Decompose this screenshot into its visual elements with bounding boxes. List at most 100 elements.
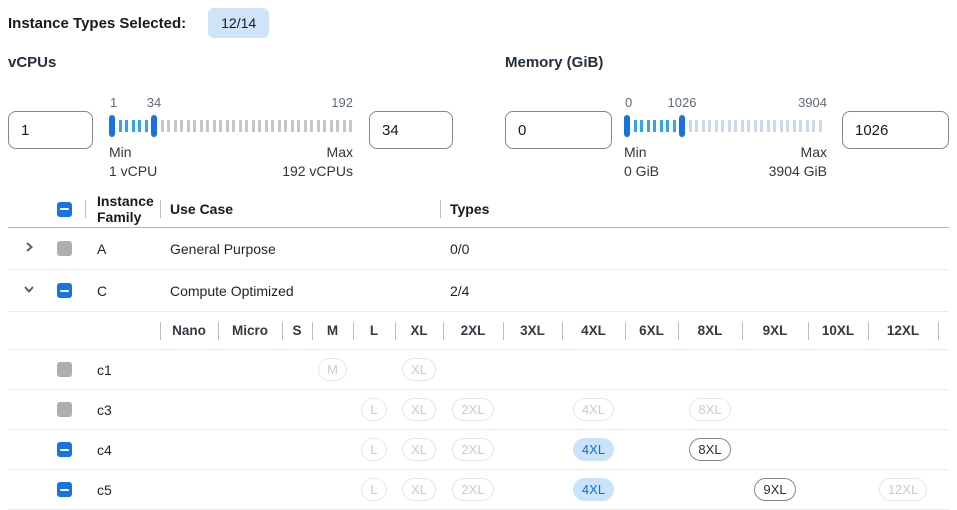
size-column-header: 9XL (742, 312, 808, 349)
row-checkbox-indeterminate[interactable] (57, 482, 72, 497)
memory-slider[interactable]: 0 1026 3904 Min 0 GiB Max 3904 GiB (624, 95, 827, 181)
vcpus-slider-track[interactable] (109, 113, 353, 139)
slider-tick (760, 120, 763, 132)
size-pill-disabled: XL (402, 438, 436, 461)
select-all-checkbox[interactable] (57, 201, 72, 217)
scale-current-label: 1026 (667, 95, 697, 110)
chevron-right-icon[interactable] (22, 240, 36, 257)
memory-min-input[interactable] (505, 111, 612, 149)
slider-tick (271, 120, 274, 132)
size-cell (312, 470, 353, 509)
slider-tick (167, 120, 170, 132)
slider-tick (633, 120, 637, 132)
instance-name-cell: c1 (97, 361, 112, 378)
size-cell (625, 390, 678, 429)
row-checkbox-gray (57, 402, 72, 417)
expand-cell (8, 390, 52, 429)
slider-tick (666, 120, 669, 132)
page-title: Instance Types Selected: (8, 14, 187, 32)
size-cell (282, 470, 312, 509)
slider-tick (779, 120, 783, 132)
instance-row: c5 L XL 2XL 4XL 9XL 12XL (8, 470, 949, 510)
size-cell (160, 430, 218, 469)
size-cell: 4XL (562, 390, 625, 429)
size-cell (218, 430, 282, 469)
row-checkbox-gray (57, 362, 72, 377)
size-column-header: 2XL (443, 312, 503, 349)
filters-section: vCPUs 1 34 192 Min 1 vCPU (8, 54, 949, 181)
size-pill-disabled: L (361, 478, 387, 501)
size-column-header: M (312, 312, 353, 349)
slider-tick (672, 120, 676, 132)
expand-cell (8, 470, 52, 509)
slider-handle-max[interactable] (151, 115, 157, 137)
slider-tick (336, 120, 339, 132)
instance-name-cell: c5 (97, 481, 112, 498)
size-cell (282, 350, 312, 389)
size-cell (443, 350, 503, 389)
size-cell (868, 430, 938, 469)
checkbox-cell (52, 270, 85, 311)
usecase-column-header: Use Case (160, 191, 440, 227)
slider-tick (303, 120, 307, 132)
slider-tick (238, 120, 242, 132)
size-cell (218, 350, 282, 389)
slider-tick (721, 120, 724, 132)
memory-max-input[interactable] (842, 111, 949, 149)
size-cell (282, 390, 312, 429)
scale-end-label: 192 (331, 95, 353, 110)
size-pill-disabled: 4XL (572, 398, 615, 421)
vcpus-slider[interactable]: 1 34 192 Min 1 vCPU Max 192 vCPUs (109, 95, 353, 181)
family-name-cell: C (97, 282, 108, 299)
size-pill-disabled: XL (402, 358, 436, 381)
size-pill-disabled: XL (402, 478, 436, 501)
size-column-header: 10XL (808, 312, 868, 349)
size-cell: 8XL (678, 390, 742, 429)
size-pill-disabled: L (361, 398, 387, 421)
size-cell: XL (395, 430, 443, 469)
vcpus-label: vCPUs (8, 54, 57, 71)
vcpus-max-input[interactable] (369, 111, 453, 149)
slider-tick (734, 120, 737, 132)
checkbox-cell (52, 312, 85, 349)
slider-tick (766, 120, 770, 132)
size-pill-disabled: L (361, 438, 387, 461)
max-label: Max (800, 144, 827, 160)
memory-slider-track[interactable] (624, 113, 827, 139)
expand-column-header (8, 191, 52, 227)
row-checkbox-indeterminate[interactable] (57, 442, 72, 457)
chevron-down-icon[interactable] (22, 282, 36, 299)
size-cell (742, 390, 808, 429)
slider-handle-max[interactable] (679, 115, 685, 137)
size-column-header: 12XL (868, 312, 938, 349)
size-column-header: 8XL (678, 312, 742, 349)
size-cell: 2XL (443, 470, 503, 509)
size-cell (218, 470, 282, 509)
size-cell: 12XL (868, 470, 938, 509)
size-pill-disabled: M (318, 358, 347, 381)
slider-tick (323, 120, 326, 132)
slider-handle-min[interactable] (624, 115, 630, 137)
vcpus-minmax: Min 1 vCPU Max 192 vCPUs (109, 143, 353, 181)
slider-tick (180, 120, 183, 132)
size-pill-enabled[interactable]: 8XL (689, 438, 731, 461)
slider-tick (277, 120, 281, 132)
size-cell: L (353, 390, 395, 429)
memory-filter: Memory (GiB) 0 1026 3904 Min 0 GiB (505, 54, 949, 181)
size-cell: 9XL (742, 470, 808, 509)
checkbox-cell (52, 390, 85, 429)
slider-tick (225, 120, 229, 132)
size-cell (868, 350, 938, 389)
slider-tick (131, 120, 135, 132)
size-pill-selected[interactable]: 4XL (572, 478, 615, 501)
slider-handle-min[interactable] (109, 115, 115, 137)
row-checkbox-indeterminate[interactable] (57, 283, 72, 298)
min-label: Min (624, 144, 647, 160)
slider-tick (342, 120, 346, 132)
slider-tick (349, 120, 352, 132)
scale-end-label: 3904 (798, 95, 827, 110)
size-pill-enabled[interactable]: 9XL (754, 478, 796, 501)
vcpus-min-input[interactable] (8, 111, 93, 149)
size-pill-selected[interactable]: 4XL (572, 438, 615, 461)
slider-tick (206, 120, 209, 132)
